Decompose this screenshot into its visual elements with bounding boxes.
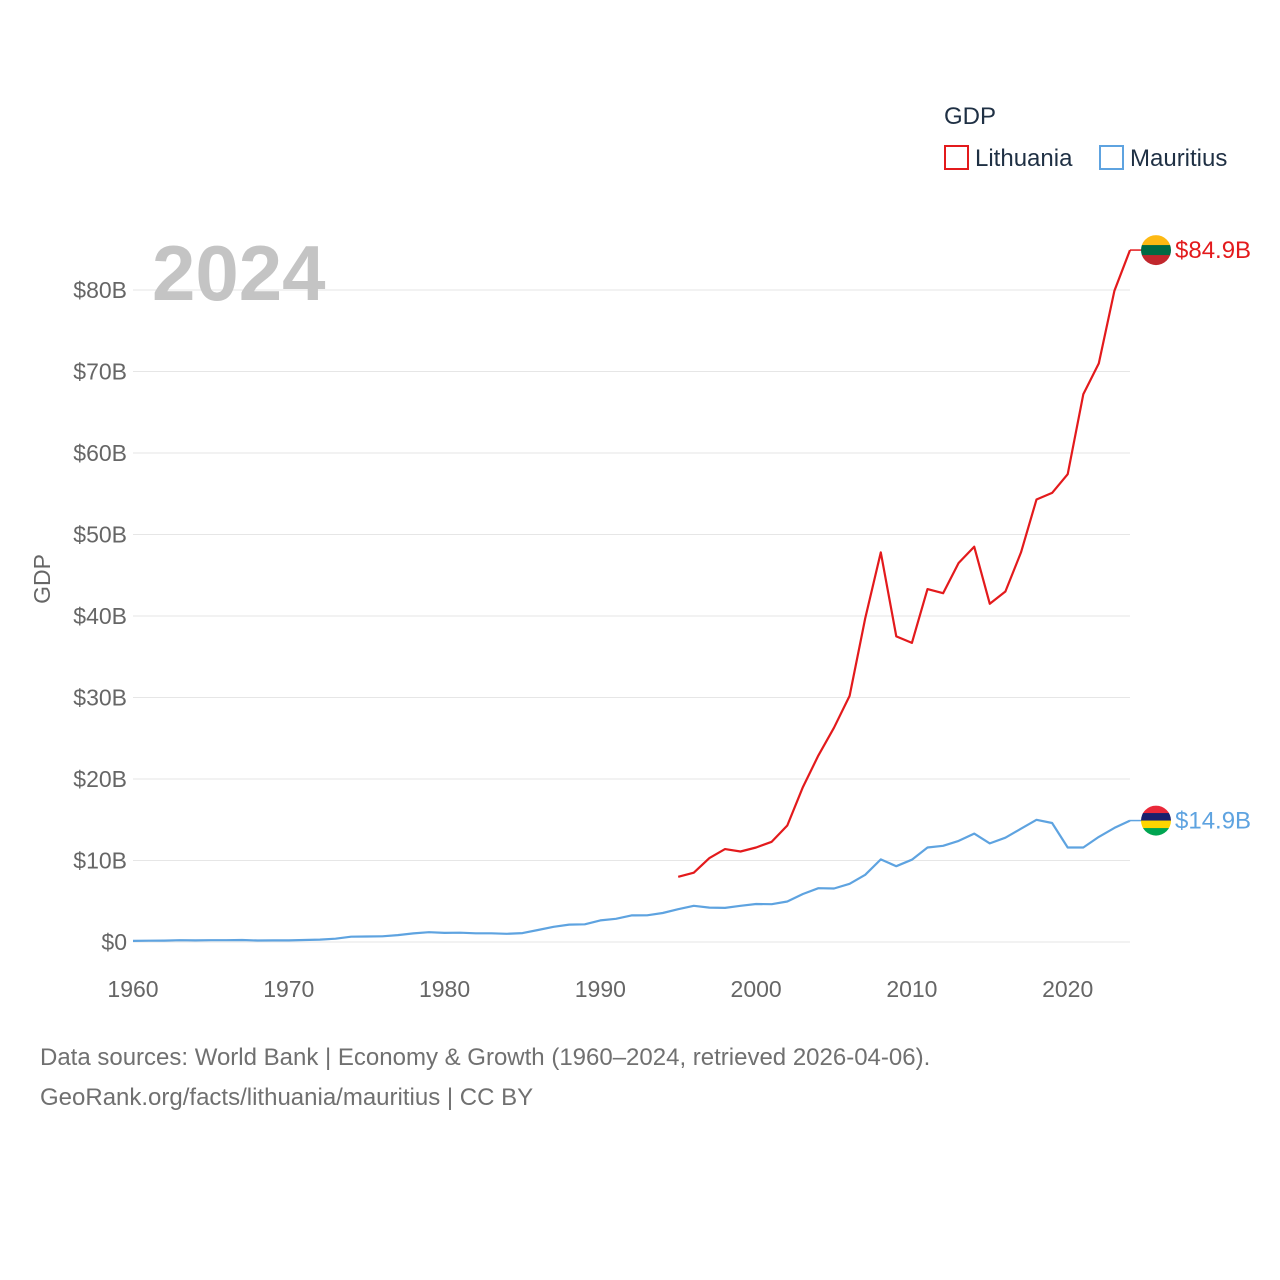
- series-lines: [132, 249, 1132, 942]
- x-tick-label: 2010: [886, 976, 937, 1002]
- legend-item-mauritius[interactable]: Mauritius: [1099, 145, 1227, 172]
- y-tick-label: $20B: [73, 766, 127, 792]
- y-tick-label: $0: [101, 929, 127, 955]
- y-tick-label: $80B: [73, 277, 127, 303]
- legend-item-lithuania[interactable]: Lithuania: [944, 145, 1073, 172]
- y-tick-label: $70B: [73, 359, 127, 385]
- y-tick-label: $10B: [73, 848, 127, 874]
- flag-lithuania-icon: [1141, 235, 1171, 266]
- x-tick-label: 1990: [575, 976, 626, 1002]
- x-tick-label: 2000: [731, 976, 782, 1002]
- end-labels: $84.9B $14.9B: [1130, 235, 1251, 836]
- legend-swatch-lithuania: [944, 145, 969, 170]
- legend-label-lithuania: Lithuania: [975, 145, 1073, 172]
- x-tick-label: 2020: [1042, 976, 1093, 1002]
- x-tick-label: 1960: [107, 976, 158, 1002]
- y-tick-label: $40B: [73, 603, 127, 629]
- legend-swatch-mauritius: [1099, 145, 1124, 170]
- legend-title: GDP: [944, 103, 996, 130]
- y-tick-label: $30B: [73, 685, 127, 711]
- source-line-2[interactable]: GeoRank.org/facts/lithuania/mauritius | …: [40, 1084, 534, 1111]
- series-line-mauritius: [132, 818, 1131, 942]
- y-tick-label: $60B: [73, 440, 127, 466]
- source-line-1: Data sources: World Bank | Economy & Gro…: [40, 1044, 931, 1071]
- flag-mauritius-icon: [1141, 805, 1171, 836]
- y-tick-label: $50B: [73, 522, 127, 548]
- y-axis-ticks: $0 $10B $20B $30B $40B $50B $60B $70B $80B: [73, 277, 127, 955]
- legend: GDP Lithuania Mauritius: [944, 103, 1227, 172]
- end-value-label-mauritius: $14.9B: [1175, 808, 1251, 835]
- y-axis-title: GDP: [29, 554, 55, 604]
- end-value-label-lithuania: $84.9B: [1175, 237, 1251, 264]
- legend-label-mauritius: Mauritius: [1130, 145, 1227, 172]
- grid-lines: [133, 289, 1130, 943]
- year-label: 2024: [152, 229, 326, 317]
- x-axis-ticks: 1960 1970 1980 1990 2000 2010 2020: [107, 976, 1093, 1002]
- x-tick-label: 1980: [419, 976, 470, 1002]
- x-tick-label: 1970: [263, 976, 314, 1002]
- series-line-lithuania: [677, 249, 1132, 878]
